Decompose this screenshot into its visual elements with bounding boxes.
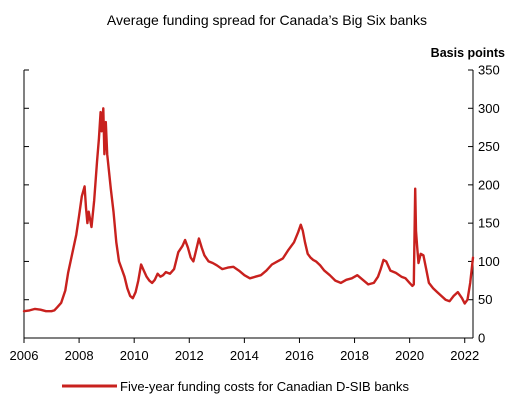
y-tick-label: 350 — [478, 63, 500, 78]
y-tick-label: 100 — [478, 254, 500, 269]
y-tick-label: 150 — [478, 216, 500, 231]
x-tick-label: 2010 — [120, 348, 149, 363]
x-tick-label: 2006 — [10, 348, 39, 363]
y-tick-label: 250 — [478, 139, 500, 154]
chart-title: Average funding spread for Canada’s Big … — [107, 12, 427, 28]
y-tick-label: 200 — [478, 177, 500, 192]
axis-ticks: 0 50 100 150 200 250 300 350 2006 2008 2010 2012 201… — [10, 63, 500, 364]
x-tick-label: 2014 — [230, 348, 259, 363]
y-tick-label: 0 — [478, 331, 485, 346]
x-tick-label: 2020 — [395, 348, 424, 363]
x-tick-label: 2012 — [175, 348, 204, 363]
x-tick-label: 2022 — [450, 348, 479, 363]
series-layer — [22, 107, 475, 313]
y-tick-label: 300 — [478, 101, 500, 116]
x-tick-label: 2018 — [340, 348, 369, 363]
legend-label: Five-year funding costs for Canadian D-S… — [120, 379, 410, 394]
series-line-funding-costs — [22, 107, 475, 313]
y-tick-label: 50 — [478, 292, 492, 307]
y-axis-label: Basis points — [431, 46, 505, 60]
x-tick-label: 2008 — [65, 348, 94, 363]
x-tick-label: 2016 — [285, 348, 314, 363]
